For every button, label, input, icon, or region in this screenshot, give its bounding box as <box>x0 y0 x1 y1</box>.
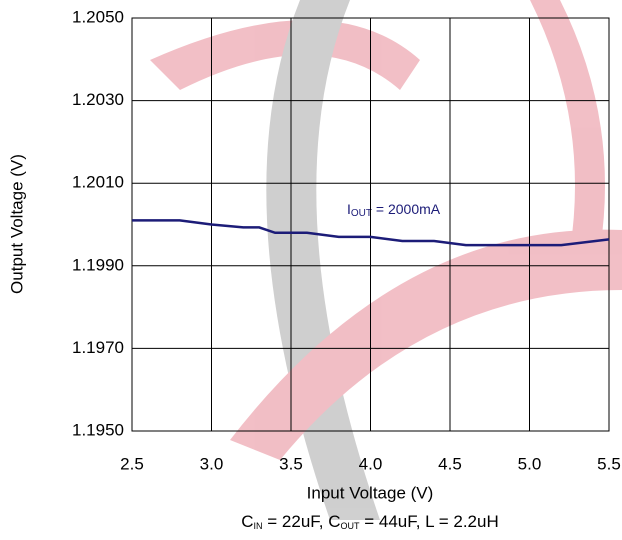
x-tick-label: 5.5 <box>597 454 621 473</box>
annotation-sub: OUT <box>351 208 372 219</box>
caption-sub: IN <box>254 521 263 531</box>
caption-part: = 22uF, C <box>263 512 341 531</box>
x-tick-label: 5.0 <box>518 454 542 473</box>
x-axis-title: Input Voltage (V) <box>307 483 434 502</box>
y-tick-label: 1.1990 <box>72 255 124 274</box>
x-tick-label: 3.5 <box>279 454 303 473</box>
y-axis-title: Output Voltage (V) <box>7 154 26 294</box>
caption-part: C <box>241 512 253 531</box>
y-tick-label: 1.1950 <box>72 420 124 439</box>
watermark <box>150 0 622 520</box>
y-tick-label: 1.1970 <box>72 338 124 357</box>
x-tick-label: 2.5 <box>120 454 144 473</box>
caption-part: = 44uF, L = 2.2uH <box>360 512 499 531</box>
annotation-part: = 2000mA <box>372 201 441 217</box>
x-tick-label: 4.5 <box>438 454 462 473</box>
annotation-part: I <box>347 201 351 217</box>
caption-sub: OUT <box>341 521 361 531</box>
data-line <box>132 219 610 247</box>
x-tick-label: 3.0 <box>200 454 224 473</box>
y-tick-label: 1.2030 <box>72 90 124 109</box>
x-tick-label: 4.0 <box>359 454 383 473</box>
y-tick-label: 1.2010 <box>72 173 124 192</box>
annotation: IOUT = 2000mA <box>347 201 441 219</box>
caption: CIN = 22uF, COUT = 44uF, L = 2.2uH <box>241 512 499 531</box>
y-tick-label: 1.2050 <box>72 7 124 26</box>
